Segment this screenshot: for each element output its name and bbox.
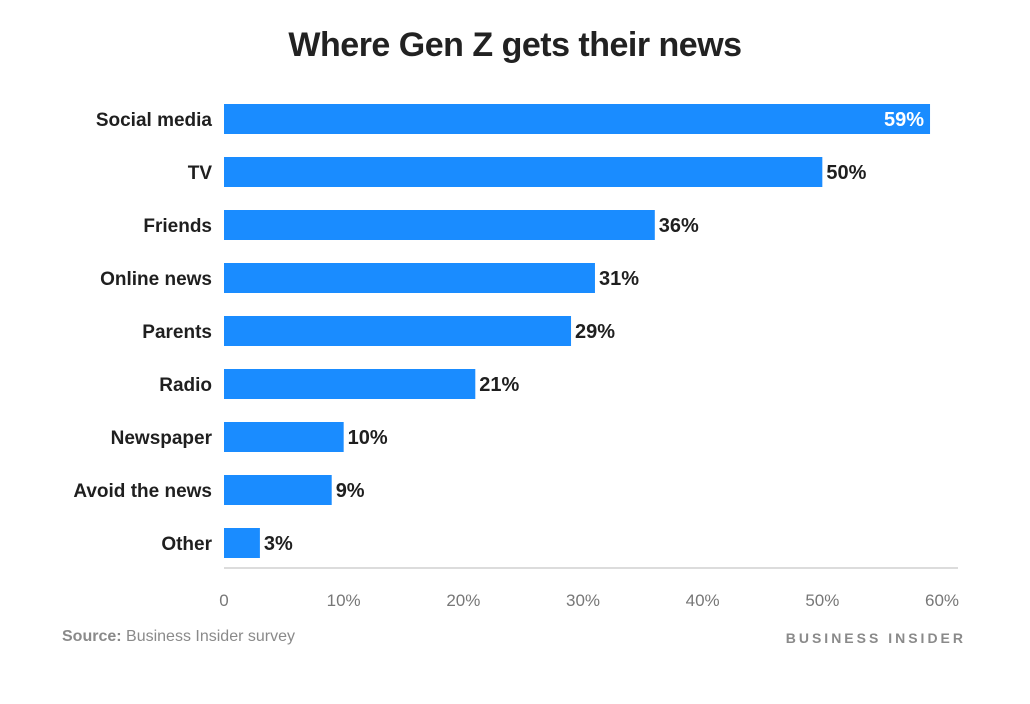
value-label: 29% — [575, 321, 615, 343]
x-tick-label: 20% — [446, 591, 480, 610]
category-labels: Social media TV Friends Online news Parents R… — [73, 110, 212, 555]
brand-logo-text: BUSINESS INSIDER — [785, 630, 966, 646]
category-label: Radio — [159, 375, 212, 396]
source-label: Source: — [62, 628, 122, 645]
x-tick-label: 10% — [327, 591, 361, 610]
source-note: Source: Business Insider survey — [62, 628, 295, 646]
bars-group — [224, 104, 931, 558]
value-label: 10% — [348, 427, 388, 449]
bar — [224, 422, 344, 452]
value-label: 9% — [336, 480, 365, 502]
bar — [224, 369, 476, 399]
chart-title: Where Gen Z gets their news — [288, 26, 742, 64]
x-axis-ticks: 0 10% 20% 30% 40% 50% 60% — [219, 591, 959, 610]
x-tick-label: 0 — [219, 591, 228, 610]
category-label: TV — [188, 163, 213, 184]
value-labels: 59% 50% 36% 31% 29% 21% 10% 9% 3% — [264, 109, 924, 555]
bar — [224, 475, 332, 505]
category-label: Other — [161, 534, 212, 555]
category-label: Online news — [100, 269, 212, 290]
source-text: Business Insider survey — [121, 628, 295, 645]
value-label: 21% — [479, 374, 519, 396]
bar — [224, 157, 823, 187]
bar — [224, 210, 655, 240]
value-label: 59% — [884, 109, 924, 131]
value-label: 31% — [599, 268, 639, 290]
bar — [224, 316, 572, 346]
value-label: 50% — [826, 162, 866, 184]
category-label: Social media — [96, 110, 213, 131]
category-label: Parents — [142, 322, 212, 343]
x-tick-label: 40% — [686, 591, 720, 610]
x-tick-label: 60% — [925, 591, 959, 610]
category-label: Newspaper — [111, 428, 213, 449]
bar — [224, 104, 931, 134]
x-tick-label: 50% — [805, 591, 839, 610]
category-label: Friends — [143, 216, 212, 237]
category-label: Avoid the news — [73, 481, 212, 502]
bar — [224, 263, 595, 293]
bar — [224, 528, 260, 558]
x-tick-label: 30% — [566, 591, 600, 610]
value-label: 3% — [264, 533, 293, 555]
value-label: 36% — [659, 215, 699, 237]
